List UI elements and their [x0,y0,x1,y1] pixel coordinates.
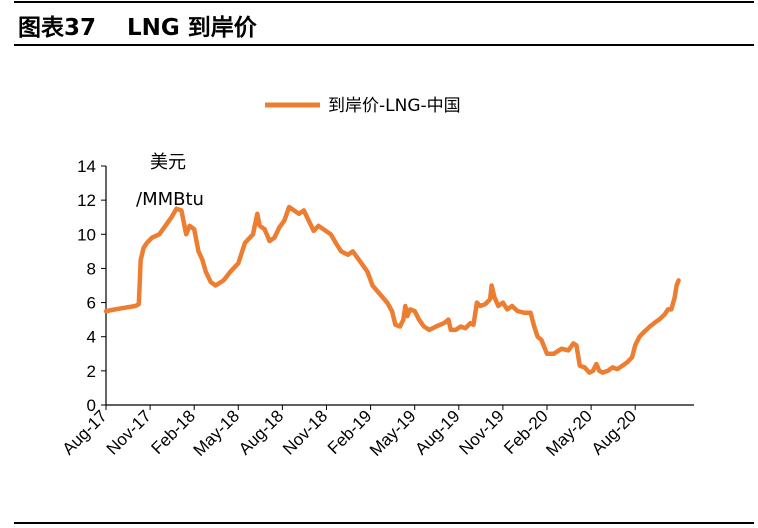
legend: 到岸价-LNG-中国 [265,96,461,116]
x-tick-label: Nov-17 [103,406,155,458]
y-tick-label: 0 [87,396,96,415]
x-tick-label: Aug-19 [411,406,463,458]
top-rule [14,1,754,3]
plot-area [103,204,681,375]
x-tick-label: Nov-19 [456,406,508,458]
bottom-rule [14,522,754,524]
x-tick-label: Feb-20 [500,406,552,458]
y-unit-label-line1: 美元 [150,152,186,173]
y-tick-label: 8 [87,259,96,278]
y-tick-label: 12 [77,191,96,210]
series-line [103,204,681,375]
title-rule [14,44,754,46]
x-tick-label: Feb-19 [324,406,376,458]
x-tick-label: May-18 [190,406,244,460]
y-tick-label: 2 [87,362,96,381]
x-tick-label: Feb-18 [147,406,199,458]
y-tick-label: 4 [87,328,96,347]
x-tick-label: Aug-18 [235,406,287,458]
x-tick-label: May-20 [542,406,596,460]
x-tick-label: Nov-18 [279,406,331,458]
y-tick-label: 14 [77,157,96,176]
x-tick-label: May-19 [366,406,420,460]
x-tick-label: Aug-20 [588,406,640,458]
legend-label: 到岸价-LNG-中国 [328,96,461,116]
y-tick-label: 6 [87,294,96,313]
y-tick-label: 10 [77,225,96,244]
x-tick-label: Aug-17 [59,406,111,458]
y-unit-label-line2: /MMBtu [136,189,204,210]
figure-title: 图表37 LNG 到岸价 [18,15,257,41]
